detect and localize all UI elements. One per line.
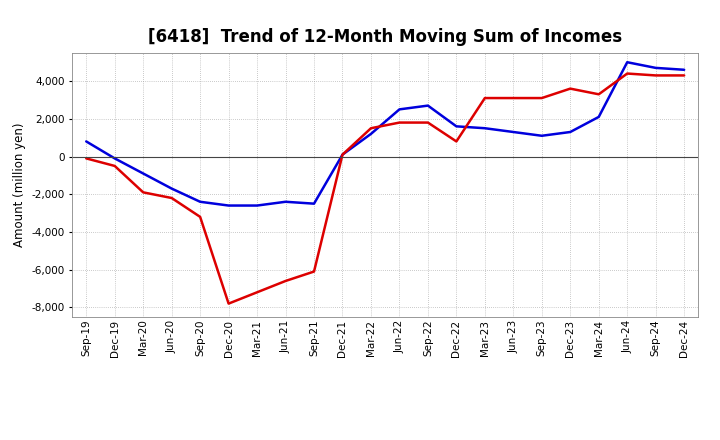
Net Income [253, 290, 261, 295]
Y-axis label: Amount (million yen): Amount (million yen) [13, 123, 26, 247]
Net Income [82, 156, 91, 161]
Ordinary Income [196, 199, 204, 205]
Ordinary Income [509, 129, 518, 135]
Ordinary Income [566, 129, 575, 135]
Ordinary Income [310, 201, 318, 206]
Ordinary Income [366, 131, 375, 136]
Ordinary Income [282, 199, 290, 205]
Net Income [366, 125, 375, 131]
Net Income [680, 73, 688, 78]
Net Income [310, 269, 318, 274]
Net Income [537, 95, 546, 101]
Ordinary Income [595, 114, 603, 120]
Net Income [595, 92, 603, 97]
Net Income [282, 279, 290, 284]
Net Income [225, 301, 233, 306]
Ordinary Income [423, 103, 432, 108]
Net Income [395, 120, 404, 125]
Net Income [110, 163, 119, 169]
Net Income [338, 152, 347, 157]
Ordinary Income [537, 133, 546, 139]
Net Income [196, 214, 204, 220]
Ordinary Income [82, 139, 91, 144]
Net Income [423, 120, 432, 125]
Ordinary Income [338, 152, 347, 157]
Net Income [652, 73, 660, 78]
Net Income [509, 95, 518, 101]
Net Income [623, 71, 631, 76]
Ordinary Income [480, 125, 489, 131]
Net Income [566, 86, 575, 91]
Net Income [139, 190, 148, 195]
Ordinary Income [167, 186, 176, 191]
Net Income [480, 95, 489, 101]
Ordinary Income [225, 203, 233, 208]
Title: [6418]  Trend of 12-Month Moving Sum of Incomes: [6418] Trend of 12-Month Moving Sum of I… [148, 28, 622, 46]
Ordinary Income [110, 156, 119, 161]
Net Income [167, 195, 176, 201]
Ordinary Income [253, 203, 261, 208]
Ordinary Income [139, 171, 148, 176]
Ordinary Income [652, 65, 660, 70]
Line: Ordinary Income: Ordinary Income [86, 62, 684, 205]
Line: Net Income: Net Income [86, 73, 684, 304]
Net Income [452, 139, 461, 144]
Ordinary Income [452, 124, 461, 129]
Ordinary Income [623, 59, 631, 65]
Ordinary Income [395, 107, 404, 112]
Ordinary Income [680, 67, 688, 73]
